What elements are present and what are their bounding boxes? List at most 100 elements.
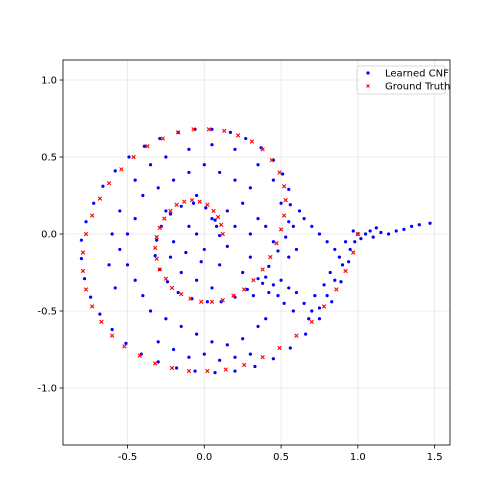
ground-truth-point [157,225,162,231]
learned-cnf-point [202,163,206,167]
ground-truth-point [242,287,247,292]
learned-cnf-point [428,221,432,225]
ground-truth-point [122,344,127,349]
learned-cnf-point [264,317,268,321]
y-tick-label: 0.5 [41,153,57,164]
ground-truth-point [249,139,255,144]
ground-truth-point [334,287,339,292]
ground-truth-point [174,202,179,207]
learned-cnf-point [282,301,286,305]
learned-cnf-point [214,224,219,228]
ground-truth-point [106,181,112,186]
x-tick-label: 0.5 [273,452,289,463]
learned-cnf-point [179,270,183,275]
series-ground-truth [80,127,361,374]
learned-cnf-point [187,147,191,151]
learned-cnf-point [281,172,285,176]
learned-cnf-point [328,270,332,275]
learned-cnf-point [225,343,229,347]
learned-cnf-point [371,235,375,239]
ground-truth-point [169,285,175,291]
ground-truth-point [209,299,215,304]
learned-cnf-point [110,232,114,236]
ground-truth-point [321,304,327,309]
learned-cnf-point [113,286,117,290]
learned-cnf-point [218,170,222,175]
learned-cnf-point [187,355,191,359]
learned-cnf-point [107,263,111,267]
legend-item-ground-truth: Ground Truth [366,82,450,93]
x-tick-label: 1.5 [427,452,443,463]
ground-truth-point [186,368,192,374]
learned-cnf-point [156,186,160,190]
ground-truth-point [154,234,159,240]
series-learned-cnf [79,127,432,375]
learned-cnf-point [245,287,249,292]
learned-cnf-point [291,224,295,228]
ground-truth-point [218,222,224,227]
ground-truth-point [131,154,136,160]
learned-cnf-point [256,277,260,281]
learned-cnf-point [253,364,257,369]
learned-cnf-point [79,257,84,261]
ground-truth-point [283,197,288,203]
learned-cnf-point [353,240,357,244]
x-tick-label: -0.5 [118,452,138,463]
y-tick-label: 1.0 [41,76,57,87]
learned-cnf-point [210,143,214,147]
learned-cnf-point [294,247,299,252]
learned-cnf-point [141,193,145,198]
ground-truth-point [145,144,150,149]
ground-truth-point [163,276,169,281]
learned-cnf-point [271,283,275,287]
ground-truth-point [294,333,299,338]
learned-cnf-point [287,286,291,290]
learned-cnf-point [313,294,317,298]
learned-cnf-point [164,317,168,321]
ground-truth-point [80,250,86,255]
learned-cnf-point [168,255,173,259]
ground-truth-point [152,245,158,251]
learned-cnf-point [339,280,343,284]
ground-truth-point [119,167,124,172]
ground-truth-point [199,299,204,304]
learned-cnf-point [98,312,102,316]
ground-truth-point [274,241,279,246]
learned-cnf-point [337,255,342,259]
learned-cnf-point [84,220,88,224]
legend-marker-x [366,84,370,88]
ground-truth-point [277,170,282,175]
learned-cnf-point [193,369,197,373]
learned-cnf-point [153,253,157,258]
ground-truth-point [206,127,212,132]
learned-cnf-point [195,193,199,198]
ground-truth-point [351,250,356,255]
learned-cnf-point [110,327,114,332]
learned-cnf-point [279,278,283,282]
learned-cnf-point [133,178,137,182]
learned-cnf-point [156,340,160,344]
learned-cnf-point [302,301,306,305]
learned-cnf-point [394,229,398,233]
ground-truth-point [309,319,314,324]
learned-cnf-point [155,238,159,242]
ground-truth-point [169,365,175,371]
learned-cnf-point [218,263,222,267]
learned-cnf-point [351,229,355,233]
ground-truth-point [162,216,167,221]
ground-truth-point [277,345,282,351]
learned-cnf-point [195,332,199,336]
learned-cnf-point [256,163,260,167]
ground-truth-point [89,304,95,309]
legend-item-learned-cnf: Learned CNF [366,69,449,80]
learned-cnf-point [363,232,368,236]
ground-truth-point [281,213,287,218]
learned-cnf-point [82,277,87,281]
x-tick-label: 0.0 [196,452,212,463]
learned-cnf-point [288,203,292,207]
ground-truth-point [205,368,210,374]
learned-cnf-point [241,270,245,275]
learned-cnf-point [171,178,176,182]
learned-cnf-point [233,355,237,359]
